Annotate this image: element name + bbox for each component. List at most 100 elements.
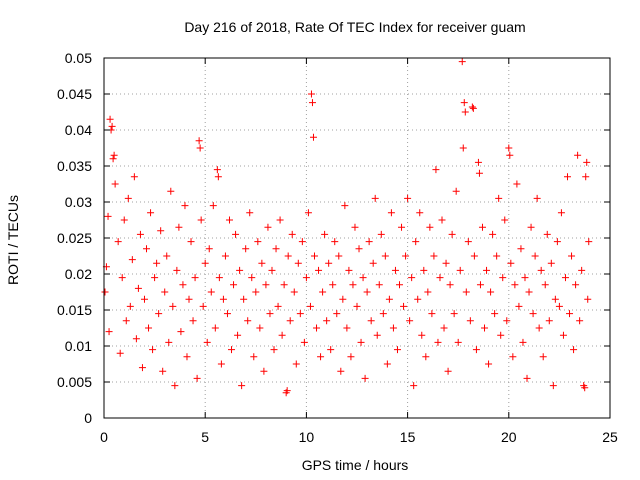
data-point	[481, 324, 489, 332]
data-point	[535, 324, 543, 332]
data-point	[529, 310, 537, 318]
data-point	[260, 367, 268, 375]
data-point	[196, 144, 204, 152]
data-point	[367, 317, 375, 325]
data-point	[250, 353, 258, 361]
data-point	[270, 346, 278, 354]
data-point	[566, 310, 574, 318]
data-point	[525, 288, 533, 296]
data-point	[493, 252, 501, 260]
data-point	[109, 155, 117, 163]
data-point	[288, 230, 296, 238]
data-point	[345, 266, 353, 274]
data-point	[521, 274, 529, 282]
data-point	[359, 274, 367, 282]
data-point	[491, 310, 499, 318]
data-point	[499, 274, 507, 282]
data-point	[118, 274, 126, 282]
data-point	[155, 310, 163, 318]
data-point	[398, 223, 406, 231]
data-point	[369, 259, 377, 267]
data-point	[341, 202, 349, 210]
data-point	[252, 288, 260, 296]
data-point	[511, 281, 519, 289]
data-point	[195, 137, 203, 145]
data-point	[474, 158, 482, 166]
data-point	[126, 302, 134, 310]
data-point	[497, 331, 505, 339]
data-point	[487, 288, 495, 296]
data-point	[308, 99, 316, 107]
data-point	[177, 328, 185, 336]
data-point	[213, 166, 221, 174]
data-point	[138, 364, 146, 372]
data-point	[339, 295, 347, 303]
data-point	[337, 367, 345, 375]
data-point	[547, 259, 555, 267]
data-point	[393, 346, 401, 354]
data-point	[531, 252, 539, 260]
data-point	[578, 266, 586, 274]
data-point	[539, 353, 547, 361]
data-point	[280, 281, 288, 289]
data-point	[262, 281, 270, 289]
data-point	[581, 384, 589, 392]
data-point	[225, 216, 233, 224]
data-point	[404, 194, 412, 202]
data-point	[572, 281, 580, 289]
data-point	[555, 302, 563, 310]
data-point	[132, 335, 140, 343]
data-point	[470, 252, 478, 260]
data-point	[294, 259, 302, 267]
data-point	[151, 274, 159, 282]
data-point	[446, 281, 454, 289]
data-point	[234, 331, 242, 339]
data-point	[448, 230, 456, 238]
data-point	[159, 367, 167, 375]
data-point	[452, 187, 460, 195]
y-tick-label: 0.035	[57, 158, 92, 174]
data-point	[187, 238, 195, 246]
data-point	[343, 324, 351, 332]
data-point	[469, 104, 477, 112]
data-point	[209, 202, 217, 210]
data-point	[128, 256, 136, 264]
data-point	[238, 382, 246, 390]
y-tick-label: 0.045	[57, 86, 92, 102]
y-tick-label: 0.03	[65, 194, 92, 210]
data-point	[232, 230, 240, 238]
y-tick-label: 0.05	[65, 50, 92, 66]
data-point	[458, 58, 466, 66]
data-point	[478, 223, 486, 231]
data-point	[242, 245, 250, 253]
data-point	[104, 212, 112, 220]
y-tick-label: 0.005	[57, 374, 92, 390]
data-point	[327, 346, 335, 354]
data-point	[175, 223, 183, 231]
data-point	[181, 202, 189, 210]
data-point	[201, 259, 209, 267]
data-point	[284, 252, 292, 260]
chart-title: Day 216 of 2018, Rate Of TEC Index for r…	[184, 19, 525, 35]
data-point	[296, 310, 304, 318]
data-point	[428, 310, 436, 318]
data-point	[363, 288, 371, 296]
data-point	[207, 288, 215, 296]
data-point	[533, 194, 541, 202]
data-point	[214, 173, 222, 181]
data-point	[485, 360, 493, 368]
data-point	[120, 216, 128, 224]
data-point	[545, 317, 553, 325]
data-point	[149, 346, 157, 354]
data-point	[173, 266, 181, 274]
data-point	[523, 374, 531, 382]
data-point	[422, 353, 430, 361]
data-point	[472, 346, 480, 354]
data-point	[553, 238, 561, 246]
data-point	[506, 151, 514, 159]
data-point	[219, 295, 227, 303]
data-point	[462, 288, 470, 296]
data-point	[307, 90, 315, 98]
data-point	[157, 227, 165, 235]
data-point	[205, 245, 213, 253]
